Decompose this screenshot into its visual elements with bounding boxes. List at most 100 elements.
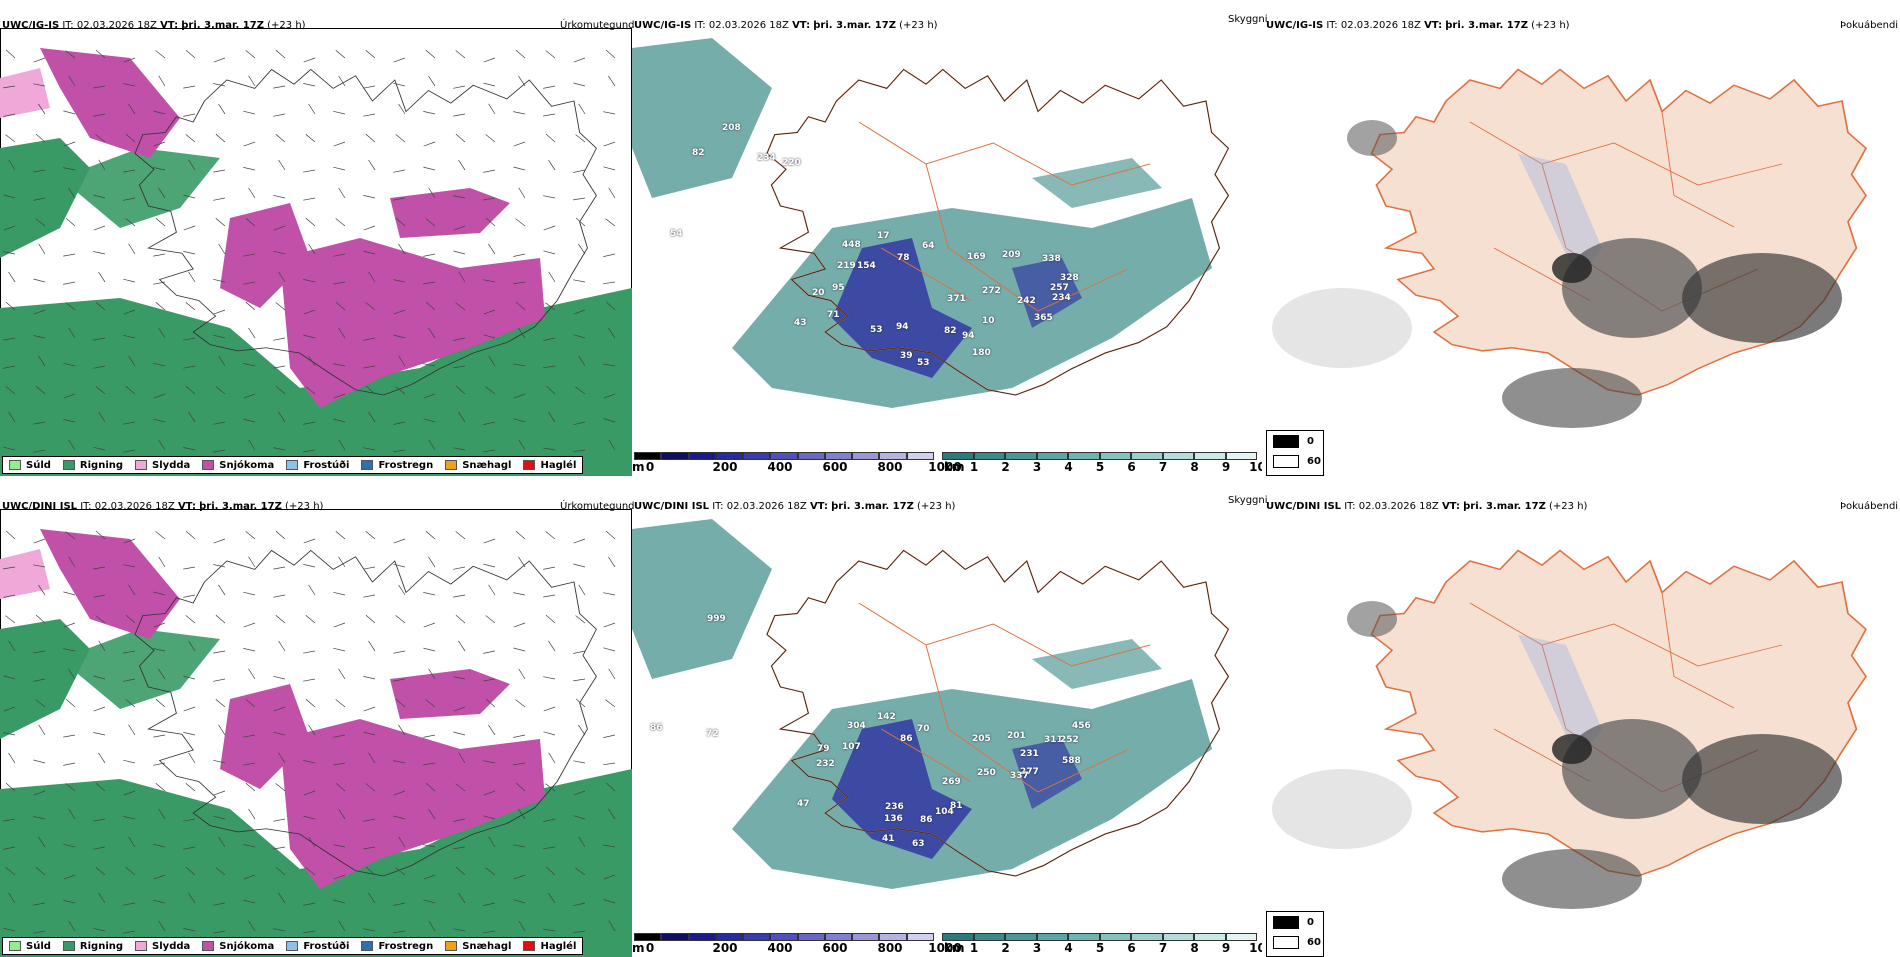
wind-barb (33, 309, 46, 315)
colorbar-step (906, 933, 934, 941)
wind-barb (575, 386, 586, 395)
wind-barb (3, 675, 16, 680)
wind-barb (578, 103, 586, 115)
wind-barb (33, 421, 46, 425)
wind-barb (33, 930, 46, 934)
visibility-title: Skyggni (1228, 495, 1268, 506)
wind-barb (65, 783, 76, 792)
wind-barb (333, 874, 346, 880)
wind-barb (158, 668, 166, 680)
wind-barb (393, 790, 406, 796)
low-vis-area-nw (632, 519, 772, 679)
wind-barb (543, 113, 556, 117)
wind-barb (123, 678, 136, 682)
fog-patch (1347, 120, 1397, 156)
wind-barb (303, 678, 316, 682)
wind-barb (603, 281, 616, 285)
precip-type-panel: Súld Rigning Slydda Snjókoma Frostúði Frostre… (0, 28, 632, 476)
fog-patch (1502, 849, 1642, 909)
wind-barb (303, 930, 316, 934)
wind-barb (483, 790, 496, 796)
wind-barb (545, 614, 556, 624)
wind-barb (428, 75, 436, 87)
wind-barb (518, 556, 526, 568)
wind-barb (213, 650, 226, 654)
legend-item: Frostregn (361, 460, 433, 471)
wind-barb (123, 421, 136, 425)
wind-barb (93, 365, 106, 369)
snow-area-central (220, 684, 310, 789)
wind-barb (513, 363, 526, 367)
cloud-base-label: 10 (982, 316, 995, 326)
fog-patch (1552, 734, 1592, 764)
run-header: UWC/IG-IS IT: 02.03.2026 18Z VT: þri. 3.… (634, 20, 938, 31)
wind-barb (573, 563, 586, 568)
wind-barb (605, 301, 616, 311)
wind-barb (335, 699, 346, 708)
cloud-base-tick: 800 (877, 460, 903, 474)
wind-barb (273, 566, 286, 570)
wind-barb (213, 930, 226, 934)
wind-barb (393, 82, 406, 87)
wind-barb (185, 302, 196, 311)
wind-barb (573, 449, 586, 453)
panel-title: Úrkomutegund (560, 20, 635, 31)
run-header: UWC/DINI ISL IT: 02.03.2026 18Z VT: þri.… (2, 501, 323, 512)
fog-patch (1562, 238, 1702, 338)
wind-barb (425, 699, 436, 708)
wind-barb (33, 335, 46, 339)
cloud-base-label: 234 (757, 153, 776, 163)
wind-barb (95, 867, 106, 876)
wind-barb (65, 698, 76, 708)
wind-barb (453, 447, 466, 451)
cloud-base-label: 208 (722, 123, 741, 133)
low-vis-area-south (732, 198, 1212, 408)
cloud-base-label: 142 (877, 712, 896, 722)
wind-barb (453, 85, 466, 89)
wind-barb (153, 899, 166, 904)
wind-barb (153, 167, 166, 171)
wind-barb (608, 808, 616, 820)
wind-barb (63, 843, 76, 848)
wind-barb (333, 110, 346, 115)
wind-barb (213, 169, 226, 173)
wind-barb (333, 393, 346, 399)
wind-barb (183, 732, 196, 736)
wind-barb (243, 141, 256, 147)
wind-barb (33, 83, 46, 87)
cloud-base-colorbar (634, 933, 934, 941)
wind-barb (218, 584, 226, 596)
visibility-colorbar (942, 933, 1257, 941)
wind-barb (425, 530, 436, 540)
wind-barb (573, 309, 586, 315)
wind-barb (548, 752, 556, 764)
wind-barb (603, 734, 616, 738)
low-vis-area-nw (632, 38, 772, 198)
wind-barb (548, 271, 556, 283)
wind-barb (603, 844, 616, 848)
wind-barb (308, 584, 316, 596)
wind-barb (333, 253, 346, 257)
visibility-tick: 6 (1127, 460, 1136, 474)
wind-barb (453, 594, 466, 598)
wind-barb (608, 668, 616, 680)
wind-barb (458, 640, 466, 652)
legend-swatch-icon (135, 460, 148, 470)
wind-barb (215, 133, 226, 143)
lead-time: (+23 h) (1549, 501, 1588, 512)
precip-type-panel: Súld Rigning Slydda Snjókoma Frostúði Frostre… (0, 509, 632, 957)
colorbar-step (1131, 452, 1163, 460)
wind-barb (333, 762, 346, 766)
wind-barb (303, 538, 316, 544)
wind-barb (333, 844, 346, 848)
wind-barb (363, 225, 376, 231)
wind-barb (3, 706, 16, 712)
cloud-base-label: 54 (670, 229, 683, 239)
wind-barb (93, 732, 106, 736)
visibility-tick: 8 (1190, 941, 1199, 955)
colorbar-step (1162, 452, 1194, 460)
lead-time: (+23 h) (267, 20, 306, 31)
wind-barb (483, 279, 496, 283)
wind-barb (125, 133, 136, 143)
wind-barb (183, 706, 196, 712)
